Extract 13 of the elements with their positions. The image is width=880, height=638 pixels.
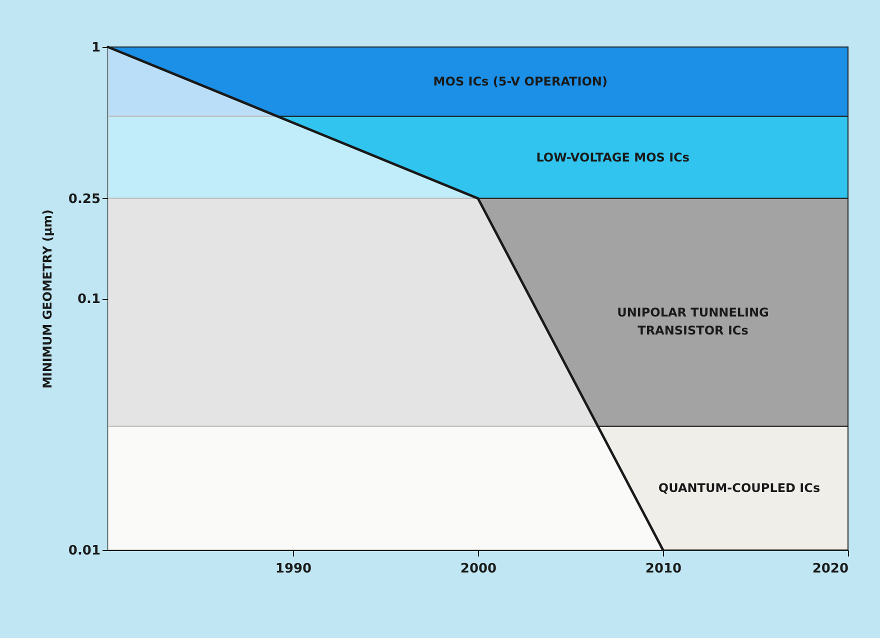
y-tick-label: 0.25 (68, 192, 100, 207)
x-tick-label: 2020 (812, 562, 848, 576)
y-tick-label: 0.01 (68, 544, 100, 558)
band-label: QUANTUM-COUPLED ICs (658, 481, 820, 496)
y-tick-label: 1 (91, 40, 100, 56)
band-label: MOS ICs (5-V OPERATION) (433, 74, 608, 89)
band-label: LOW-VOLTAGE MOS ICs (536, 150, 690, 164)
y-tick-label: 0.1 (77, 292, 100, 307)
band-label: UNIPOLAR TUNNELING TRANSISTOR ICs (617, 305, 769, 338)
x-tick-label: 2010 (645, 562, 682, 576)
x-tick-label: 1990 (275, 562, 312, 576)
y-axis-title: MINIMUM GEOMETRY (μm) (40, 209, 54, 389)
x-tick-label: 2000 (460, 562, 497, 576)
